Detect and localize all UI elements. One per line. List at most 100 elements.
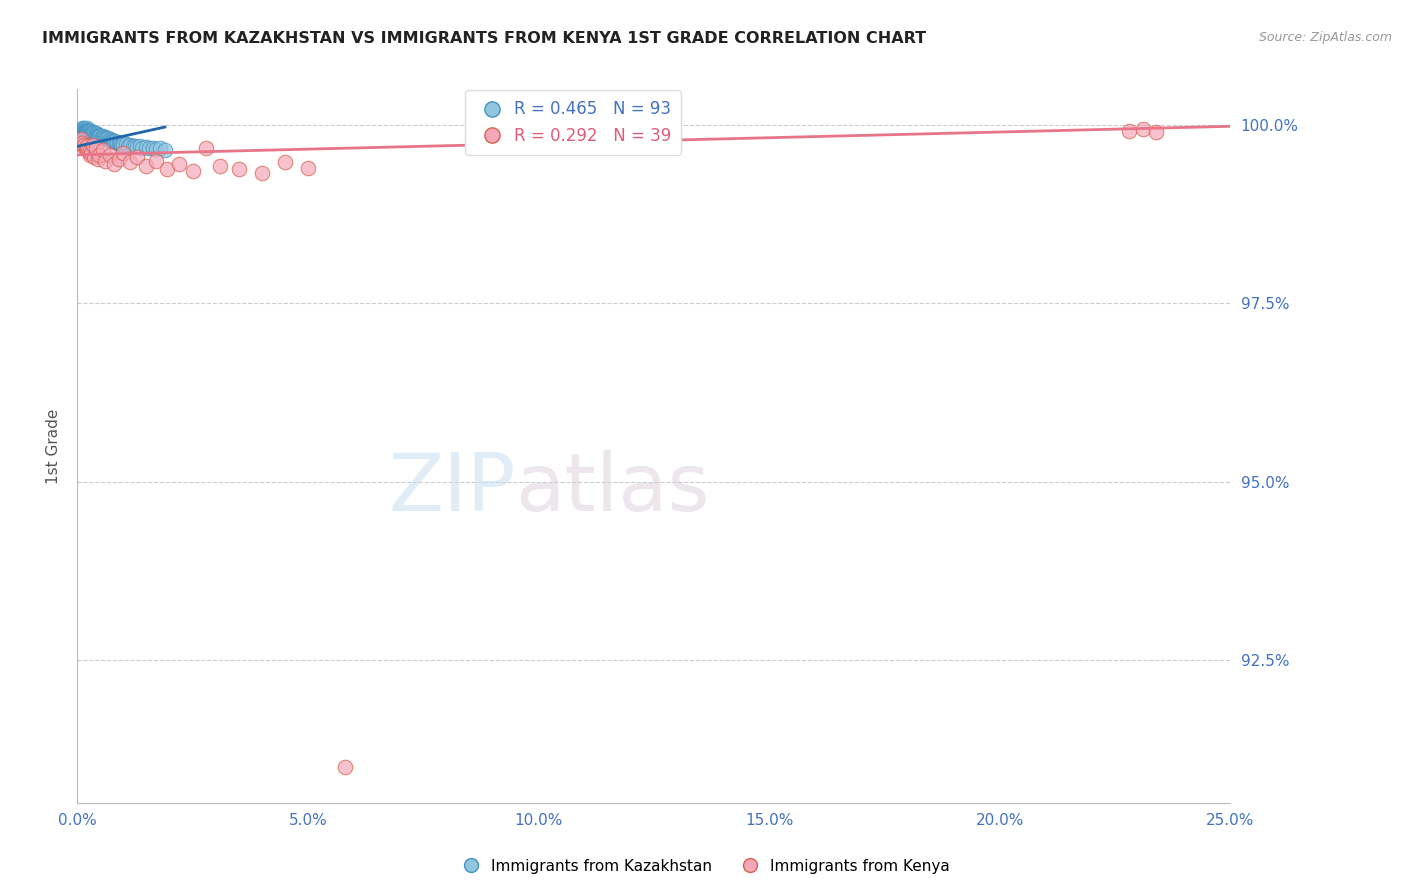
- Point: [127, 150, 149, 164]
- Point: [127, 140, 149, 154]
- Point: [135, 140, 157, 154]
- Point: [108, 136, 131, 151]
- Point: [104, 134, 127, 148]
- Point: [97, 131, 120, 145]
- Point: [89, 130, 111, 145]
- Text: ZIP: ZIP: [388, 450, 516, 528]
- Point: [112, 137, 135, 152]
- Point: [1118, 123, 1140, 137]
- Point: [93, 130, 115, 145]
- Point: [89, 148, 111, 162]
- Point: [73, 121, 96, 136]
- Point: [86, 127, 108, 141]
- Point: [75, 127, 97, 141]
- Point: [75, 123, 97, 137]
- Point: [77, 123, 100, 137]
- Point: [77, 145, 100, 159]
- Point: [94, 130, 117, 145]
- Point: [228, 162, 250, 177]
- Point: [76, 123, 98, 137]
- Point: [70, 136, 93, 150]
- Point: [79, 126, 101, 140]
- Point: [73, 124, 96, 138]
- Point: [89, 129, 111, 144]
- Text: Source: ZipAtlas.com: Source: ZipAtlas.com: [1258, 31, 1392, 45]
- Point: [141, 141, 163, 155]
- Point: [94, 153, 117, 168]
- Point: [110, 137, 132, 152]
- Point: [84, 127, 107, 141]
- Point: [72, 123, 94, 137]
- Point: [70, 132, 93, 146]
- Point: [94, 131, 117, 145]
- Point: [80, 127, 103, 141]
- Point: [91, 143, 114, 157]
- Point: [145, 153, 167, 168]
- Point: [83, 127, 105, 141]
- Point: [73, 123, 96, 137]
- Point: [83, 128, 105, 143]
- Point: [107, 135, 129, 149]
- Point: [80, 146, 103, 161]
- Point: [76, 124, 98, 138]
- Point: [84, 128, 107, 142]
- Point: [108, 152, 131, 166]
- Point: [69, 123, 91, 137]
- Point: [73, 137, 96, 152]
- Point: [149, 141, 172, 155]
- Point: [131, 141, 153, 155]
- Point: [70, 123, 93, 137]
- Point: [108, 136, 131, 150]
- Point: [1146, 125, 1168, 139]
- Point: [103, 157, 125, 171]
- Point: [76, 123, 98, 137]
- Point: [82, 127, 104, 141]
- Point: [114, 137, 136, 152]
- Point: [250, 166, 273, 180]
- Point: [91, 130, 114, 145]
- Point: [181, 164, 204, 178]
- Point: [128, 139, 150, 153]
- Point: [98, 132, 121, 146]
- Point: [153, 143, 176, 157]
- Point: [76, 143, 98, 157]
- Point: [124, 138, 146, 153]
- Point: [121, 139, 143, 153]
- Point: [112, 146, 135, 161]
- Point: [70, 126, 93, 140]
- Point: [1132, 122, 1154, 136]
- Point: [120, 137, 142, 152]
- Point: [138, 141, 160, 155]
- Point: [80, 126, 103, 140]
- Point: [70, 127, 93, 141]
- Point: [72, 122, 94, 136]
- Point: [333, 760, 356, 774]
- Point: [77, 123, 100, 137]
- Point: [77, 125, 100, 139]
- Point: [82, 137, 104, 152]
- Point: [75, 124, 97, 138]
- Point: [297, 161, 319, 175]
- Point: [90, 130, 112, 145]
- Point: [103, 134, 125, 148]
- Point: [75, 122, 97, 136]
- Point: [79, 124, 101, 138]
- Point: [87, 128, 110, 143]
- Point: [73, 125, 96, 139]
- Point: [101, 134, 124, 148]
- Point: [79, 148, 101, 162]
- Point: [209, 159, 232, 173]
- Point: [98, 133, 121, 147]
- Point: [83, 128, 105, 142]
- Point: [72, 139, 94, 153]
- Point: [135, 159, 157, 173]
- Point: [86, 152, 108, 166]
- Point: [96, 132, 118, 146]
- Text: IMMIGRANTS FROM KAZAKHSTAN VS IMMIGRANTS FROM KENYA 1ST GRADE CORRELATION CHART: IMMIGRANTS FROM KAZAKHSTAN VS IMMIGRANTS…: [42, 31, 927, 46]
- Point: [145, 142, 167, 156]
- Point: [80, 125, 103, 139]
- Point: [91, 129, 114, 144]
- Point: [105, 136, 128, 150]
- Point: [100, 134, 122, 148]
- Point: [80, 127, 103, 141]
